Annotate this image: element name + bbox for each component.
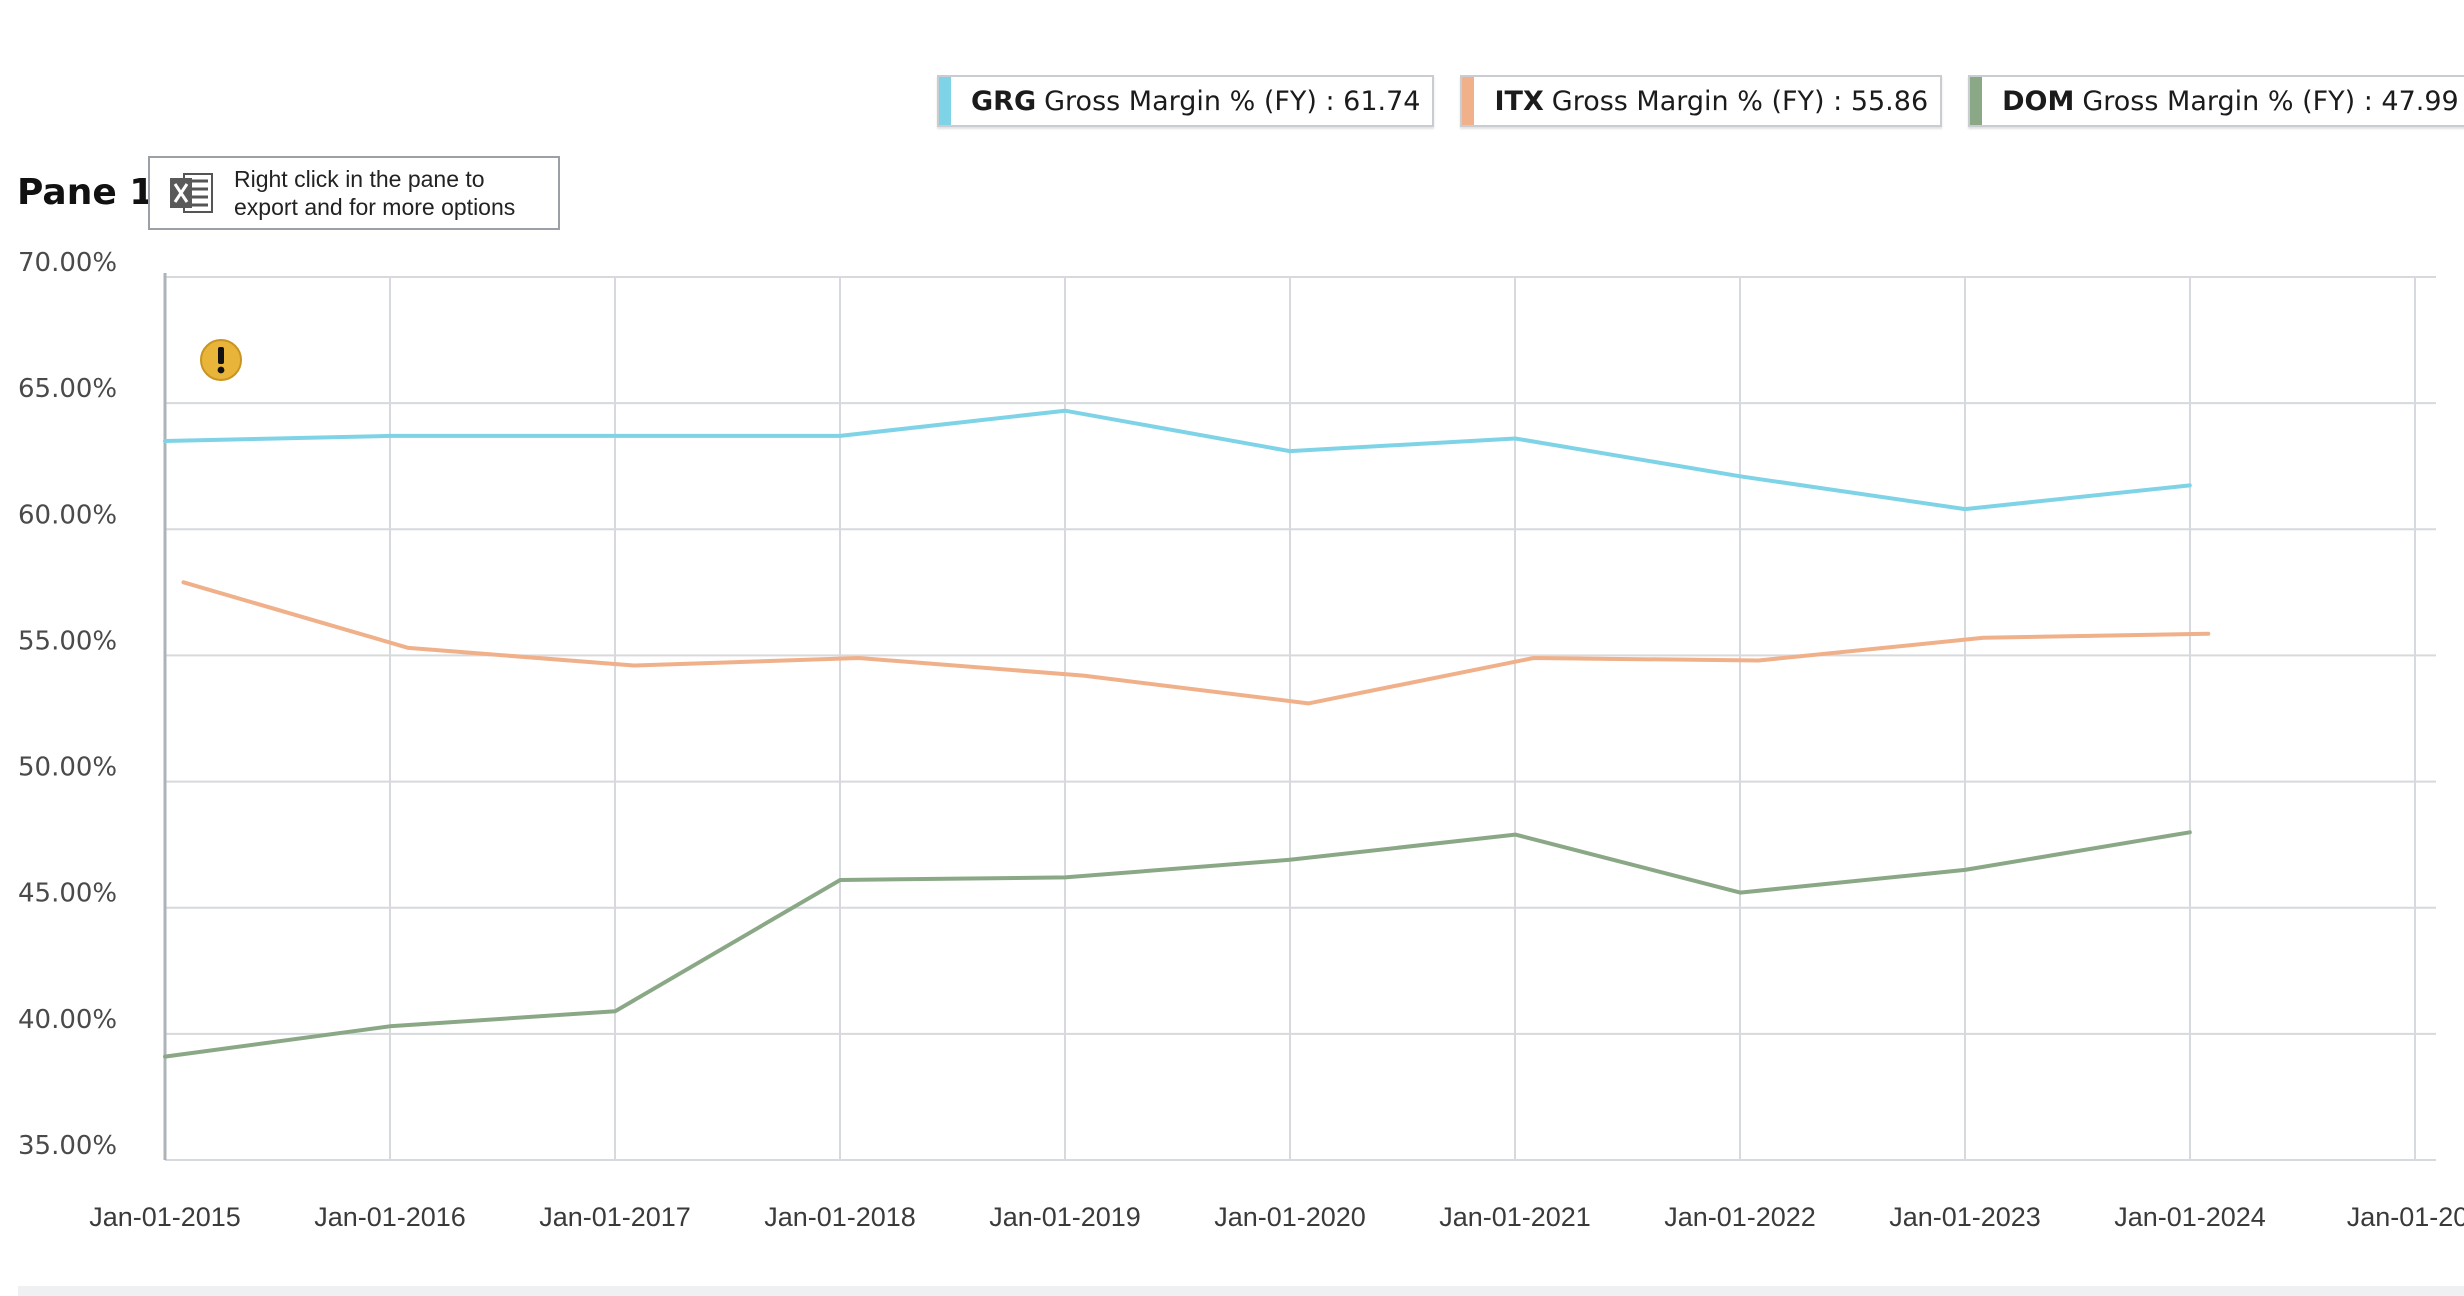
x-tick-label: Jan-01-2020	[1214, 1202, 1366, 1232]
pane-title: Pane 1	[17, 172, 155, 213]
x-tick-label: Jan-01-2019	[989, 1202, 1141, 1232]
y-axis-ticks: 70.00% 65.00% 60.00% 55.00% 50.00% 45.00% 40.0…	[18, 248, 117, 1161]
y-tick-label: 55.00%	[18, 626, 117, 656]
y-tick-label: 35.00%	[18, 1131, 117, 1161]
data-point-dom	[1963, 868, 1967, 872]
line-chart[interactable]: 70.00% 65.00% 60.00% 55.00% 50.00% 45.00% 40.0…	[0, 0, 2464, 1270]
export-hint-line: Right click in the pane to	[234, 166, 485, 192]
y-tick-label: 65.00%	[18, 374, 117, 404]
legend-label: Gross Margin % (FY) : 47.99	[2082, 85, 2459, 117]
data-point-itx	[1982, 636, 1985, 640]
x-axis-ticks: Jan-01-2015 Jan-01-2016 Jan-01-2017 Jan-01-…	[89, 1202, 2464, 1232]
footer-scroll-track[interactable]	[18, 1286, 2464, 1296]
data-point-itx	[857, 656, 861, 660]
legend-ticker: GRG	[971, 85, 1037, 117]
y-tick-label: 50.00%	[18, 753, 117, 783]
series-lines	[163, 408, 2211, 1059]
data-point-itx	[182, 580, 185, 584]
data-point-dom	[1063, 875, 1067, 879]
data-point-grg	[1288, 449, 1292, 453]
export-hint-text: Right click in the pane to export and fo…	[234, 165, 515, 221]
export-hint-line: export and for more options	[234, 194, 516, 220]
x-tick-label: Jan-01-2023	[1889, 1202, 2041, 1232]
series-line-grg	[163, 408, 2192, 512]
data-point-grg	[1513, 437, 1517, 440]
data-point-grg	[838, 434, 842, 438]
y-tick-label: 45.00%	[18, 879, 117, 909]
x-tick-label: Jan-01-2017	[539, 1202, 691, 1232]
data-point-dom	[1738, 891, 1742, 895]
legend-ticker: DOM	[2002, 85, 2075, 117]
data-point-itx	[1306, 701, 1310, 705]
data-point-dom	[838, 878, 842, 882]
legend-item-itx[interactable]: ITX Gross Margin % (FY) : 55.86	[1460, 75, 1943, 127]
legend-label: Gross Margin % (FY) : 55.86	[1551, 85, 1929, 117]
data-point-grg	[1063, 409, 1067, 413]
series-line-itx	[181, 580, 2211, 706]
data-point-dom	[2188, 830, 2192, 834]
legend: GRG Gross Margin % (FY) : 61.74 ITX Gros…	[937, 75, 2464, 127]
data-point-dom	[613, 1009, 617, 1013]
x-tick-label: Jan-01-202	[2347, 1202, 2464, 1232]
data-point-grg	[388, 434, 392, 438]
data-point-itx	[406, 646, 410, 650]
legend-ticker: ITX	[1494, 85, 1544, 117]
legend-swatch-grg	[939, 77, 951, 125]
data-point-dom	[1513, 833, 1517, 837]
data-point-dom	[163, 1055, 167, 1059]
y-tick-label: 70.00%	[18, 248, 117, 278]
data-point-dom	[388, 1024, 392, 1028]
legend-label: Gross Margin % (FY) : 61.74	[1044, 85, 1421, 117]
warning-icon[interactable]	[199, 338, 243, 382]
data-point-grg	[163, 439, 167, 443]
excel-icon	[170, 173, 213, 213]
data-point-grg	[1963, 507, 1967, 511]
legend-item-grg[interactable]: GRG Gross Margin % (FY) : 61.74	[937, 75, 1435, 127]
legend-swatch-itx	[1462, 77, 1475, 125]
data-point-itx	[2206, 632, 2210, 636]
data-point-itx	[1082, 674, 1085, 678]
data-point-itx	[632, 664, 636, 667]
data-point-itx	[1757, 659, 1761, 662]
data-point-grg	[2188, 483, 2192, 487]
data-point-grg	[613, 434, 617, 438]
x-tick-label: Jan-01-2018	[764, 1202, 916, 1232]
x-tick-label: Jan-01-2021	[1439, 1202, 1591, 1232]
data-point-dom	[1288, 858, 1292, 862]
x-tick-label: Jan-01-2015	[89, 1202, 241, 1232]
legend-item-dom[interactable]: DOM Gross Margin % (FY) : 47.99	[1968, 75, 2464, 127]
x-tick-label: Jan-01-2016	[314, 1202, 466, 1232]
y-tick-label: 40.00%	[18, 1005, 117, 1035]
data-point-grg	[1738, 474, 1742, 478]
x-tick-label: Jan-01-2022	[1664, 1202, 1816, 1232]
y-tick-label: 60.00%	[18, 500, 117, 530]
x-tick-label: Jan-01-2024	[2114, 1202, 2266, 1232]
data-point-itx	[1532, 656, 1536, 660]
legend-swatch-dom	[1970, 77, 1983, 125]
grid	[163, 273, 2436, 1161]
series-line-dom	[163, 830, 2192, 1059]
export-hint-box[interactable]: Right click in the pane to export and fo…	[148, 156, 560, 230]
